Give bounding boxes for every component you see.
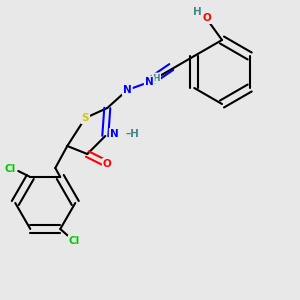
Text: Cl: Cl — [69, 236, 80, 246]
Text: N: N — [123, 85, 132, 95]
Text: –H: –H — [125, 129, 139, 139]
Text: H: H — [152, 74, 160, 82]
Text: O: O — [103, 159, 112, 169]
Text: Cl: Cl — [5, 164, 16, 174]
Text: O: O — [202, 13, 211, 23]
Text: S: S — [82, 113, 89, 123]
Text: N: N — [145, 77, 154, 87]
Text: N: N — [110, 129, 119, 139]
Text: H: H — [193, 7, 201, 17]
